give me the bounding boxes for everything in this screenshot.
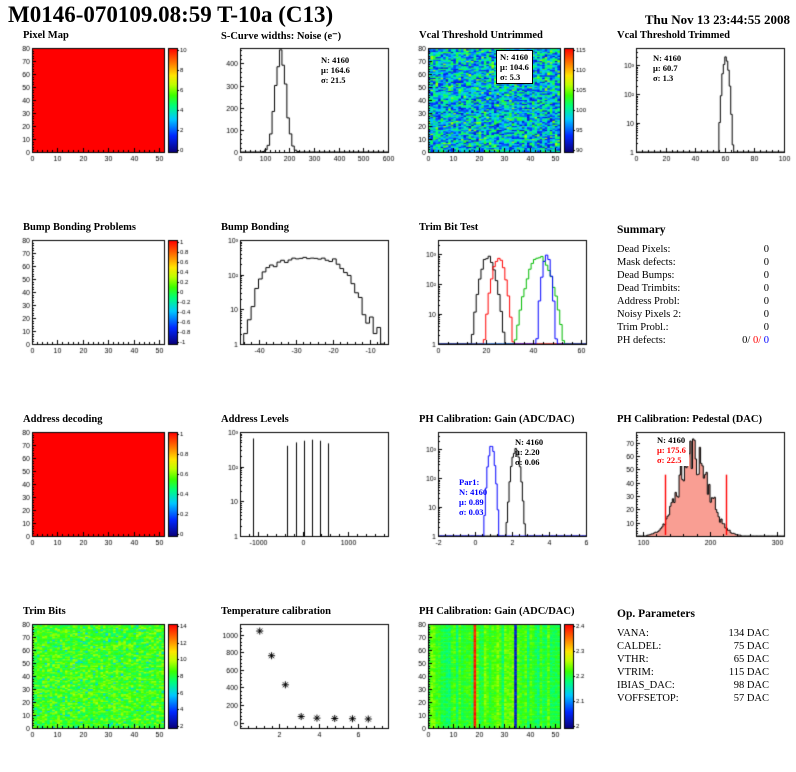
panel-vcal-trimmed: Vcal Threshold Trimmed N: 4160 μ: 60.7 σ: …	[610, 30, 794, 216]
panel-summary: Summary Dead Pixels: 0 Mask defects: 0 Dead …	[610, 222, 794, 408]
stats-line: σ: 1.3	[653, 73, 674, 83]
panel-vcal-untrimmed: Vcal Threshold Untrimmed N: 4160 μ: 104.6…	[412, 30, 596, 216]
panel-title: Vcal Threshold Untrimmed	[419, 30, 543, 41]
bump-problems-heatmap	[16, 236, 200, 360]
timestamp: Thu Nov 13 23:44:55 2008	[644, 12, 790, 27]
stats-line: N: 4160	[653, 53, 682, 63]
panel-bump-bonding: Bump Bonding	[214, 222, 398, 408]
text-row: Mask defects: 0	[617, 257, 769, 268]
panel-title: S-Curve widths: Noise (e⁻)	[221, 31, 342, 42]
stats-line: μ: 175.6	[657, 445, 686, 455]
panel-scurve-noise: S-Curve widths: Noise (e⁻) N: 4160 μ: 164…	[214, 30, 398, 216]
stats-line: N: 4160	[657, 435, 686, 445]
bump-bonding-histogram	[214, 236, 398, 360]
stats-box: N: 4160 μ: 175.6 σ: 22.5	[654, 434, 689, 466]
panel-title: Bump Bonding Problems	[23, 222, 137, 233]
panel-title: Pixel Map	[23, 30, 69, 41]
stats-line: N: 4160	[500, 52, 529, 62]
panel-title: Trim Bit Test	[419, 222, 479, 233]
ph-pedestal-histogram	[610, 428, 794, 552]
stats-box: N: 4160 μ: 60.7 σ: 1.3	[650, 52, 684, 84]
panel-ph-gain-map: PH Calibration: Gain (ADC/DAC)	[412, 606, 596, 772]
trim-bits-heatmap	[16, 620, 200, 744]
address-decoding-heatmap	[16, 428, 200, 552]
panel-title: PH Calibration: Gain (ADC/DAC)	[419, 606, 575, 617]
panel-trim-bit-test: Trim Bit Test	[412, 222, 596, 408]
stats-line: σ: 21.5	[321, 75, 346, 85]
stats-line: μ: 104.6	[500, 62, 529, 72]
stats-line: μ: 164.6	[321, 65, 350, 75]
stats-line: σ: 22.5	[657, 455, 682, 465]
stats-box: N: 4160 μ: 104.6 σ: 5.3	[496, 50, 533, 84]
address-levels-plot	[214, 428, 398, 552]
pixel-map-heatmap	[16, 44, 200, 168]
panel-address-levels: Address Levels	[214, 414, 398, 600]
stats-box: Par1: N: 4160 μ: 0.89 σ: 0.03	[456, 476, 490, 518]
stats-box: N: 4160 μ: 164.6 σ: 21.5	[318, 54, 353, 86]
ph-gain-histograms	[412, 428, 596, 552]
stats-line: σ: 5.3	[500, 72, 521, 82]
page-title: M0146-070109.08:59 T-10a (C13)	[8, 2, 334, 27]
text-row: Dead Bumps: 0	[617, 270, 769, 281]
text-row: CALDEL: 75 DAC	[617, 641, 769, 652]
panel-title: Trim Bits	[23, 606, 66, 617]
text-row: Noisy Pixels 2: 0	[617, 309, 769, 320]
panel-address-decoding: Address decoding	[16, 414, 200, 600]
stats-line: N: 4160	[321, 55, 350, 65]
op-parameters-heading: Op. Parameters	[617, 608, 695, 620]
panel-title: Address Levels	[221, 414, 289, 425]
panel-title: Temperature calibration	[221, 606, 331, 617]
stats-box: N: 4160 μ: 2.20 σ: 0.06	[512, 436, 546, 468]
panel-ph-pedestal: PH Calibration: Pedestal (DAC) N: 4160 μ:…	[610, 414, 794, 600]
summary-rows: Dead Pixels: 0 Mask defects: 0 Dead Bumps: 0 D…	[610, 243, 794, 347]
panel-bump-problems: Bump Bonding Problems	[16, 222, 200, 408]
ph-gain-heatmap	[412, 620, 596, 744]
text-row: Trim Probl.: 0	[617, 322, 769, 333]
text-row: PH defects: 0/ 0/ 0	[617, 335, 769, 346]
stats-line: N: 4160	[459, 487, 488, 497]
panel-title: PH Calibration: Gain (ADC/DAC)	[419, 414, 575, 425]
stats-line: μ: 0.89	[459, 497, 484, 507]
stats-line: Par1:	[459, 477, 480, 487]
panel-pixel-map: Pixel Map	[16, 30, 200, 216]
text-row: VTRIM: 115 DAC	[617, 667, 769, 678]
panel-title: Address decoding	[23, 414, 103, 425]
text-row: VANA: 134 DAC	[617, 628, 769, 639]
panel-title: Bump Bonding	[221, 222, 289, 233]
text-row: Dead Pixels: 0	[617, 244, 769, 255]
text-row: Address Probl: 0	[617, 296, 769, 307]
panel-title: Vcal Threshold Trimmed	[617, 30, 730, 41]
panel-title: PH Calibration: Pedestal (DAC)	[617, 414, 762, 425]
vcal-trimmed-histogram	[610, 44, 794, 168]
stats-line: σ: 0.06	[515, 457, 540, 467]
panel-temperature-calibration: Temperature calibration	[214, 606, 398, 772]
panel-trim-bits: Trim Bits	[16, 606, 200, 772]
summary-heading: Summary	[617, 224, 666, 236]
op-parameters-rows: VANA: 134 DAC CALDEL: 75 DAC VTHR: 65 DAC VTRI…	[610, 627, 794, 705]
text-row: IBIAS_DAC: 98 DAC	[617, 680, 769, 691]
stats-line: μ: 60.7	[653, 63, 678, 73]
stats-line: μ: 2.20	[515, 447, 540, 457]
scurve-noise-histogram	[214, 44, 398, 168]
panel-ph-gain-hist: PH Calibration: Gain (ADC/DAC) N: 4160 μ:…	[412, 414, 596, 600]
stats-line: σ: 0.03	[459, 507, 484, 517]
text-row: VOFFSETOP: 57 DAC	[617, 693, 769, 704]
panel-op-parameters: Op. Parameters VANA: 134 DAC CALDEL: 75 DAC…	[610, 606, 794, 772]
text-row: Dead Trimbits: 0	[617, 283, 769, 294]
temperature-calibration-scatter	[214, 620, 398, 744]
text-row: VTHR: 65 DAC	[617, 654, 769, 665]
stats-line: N: 4160	[515, 437, 544, 447]
trim-bit-test-histograms	[412, 236, 596, 360]
